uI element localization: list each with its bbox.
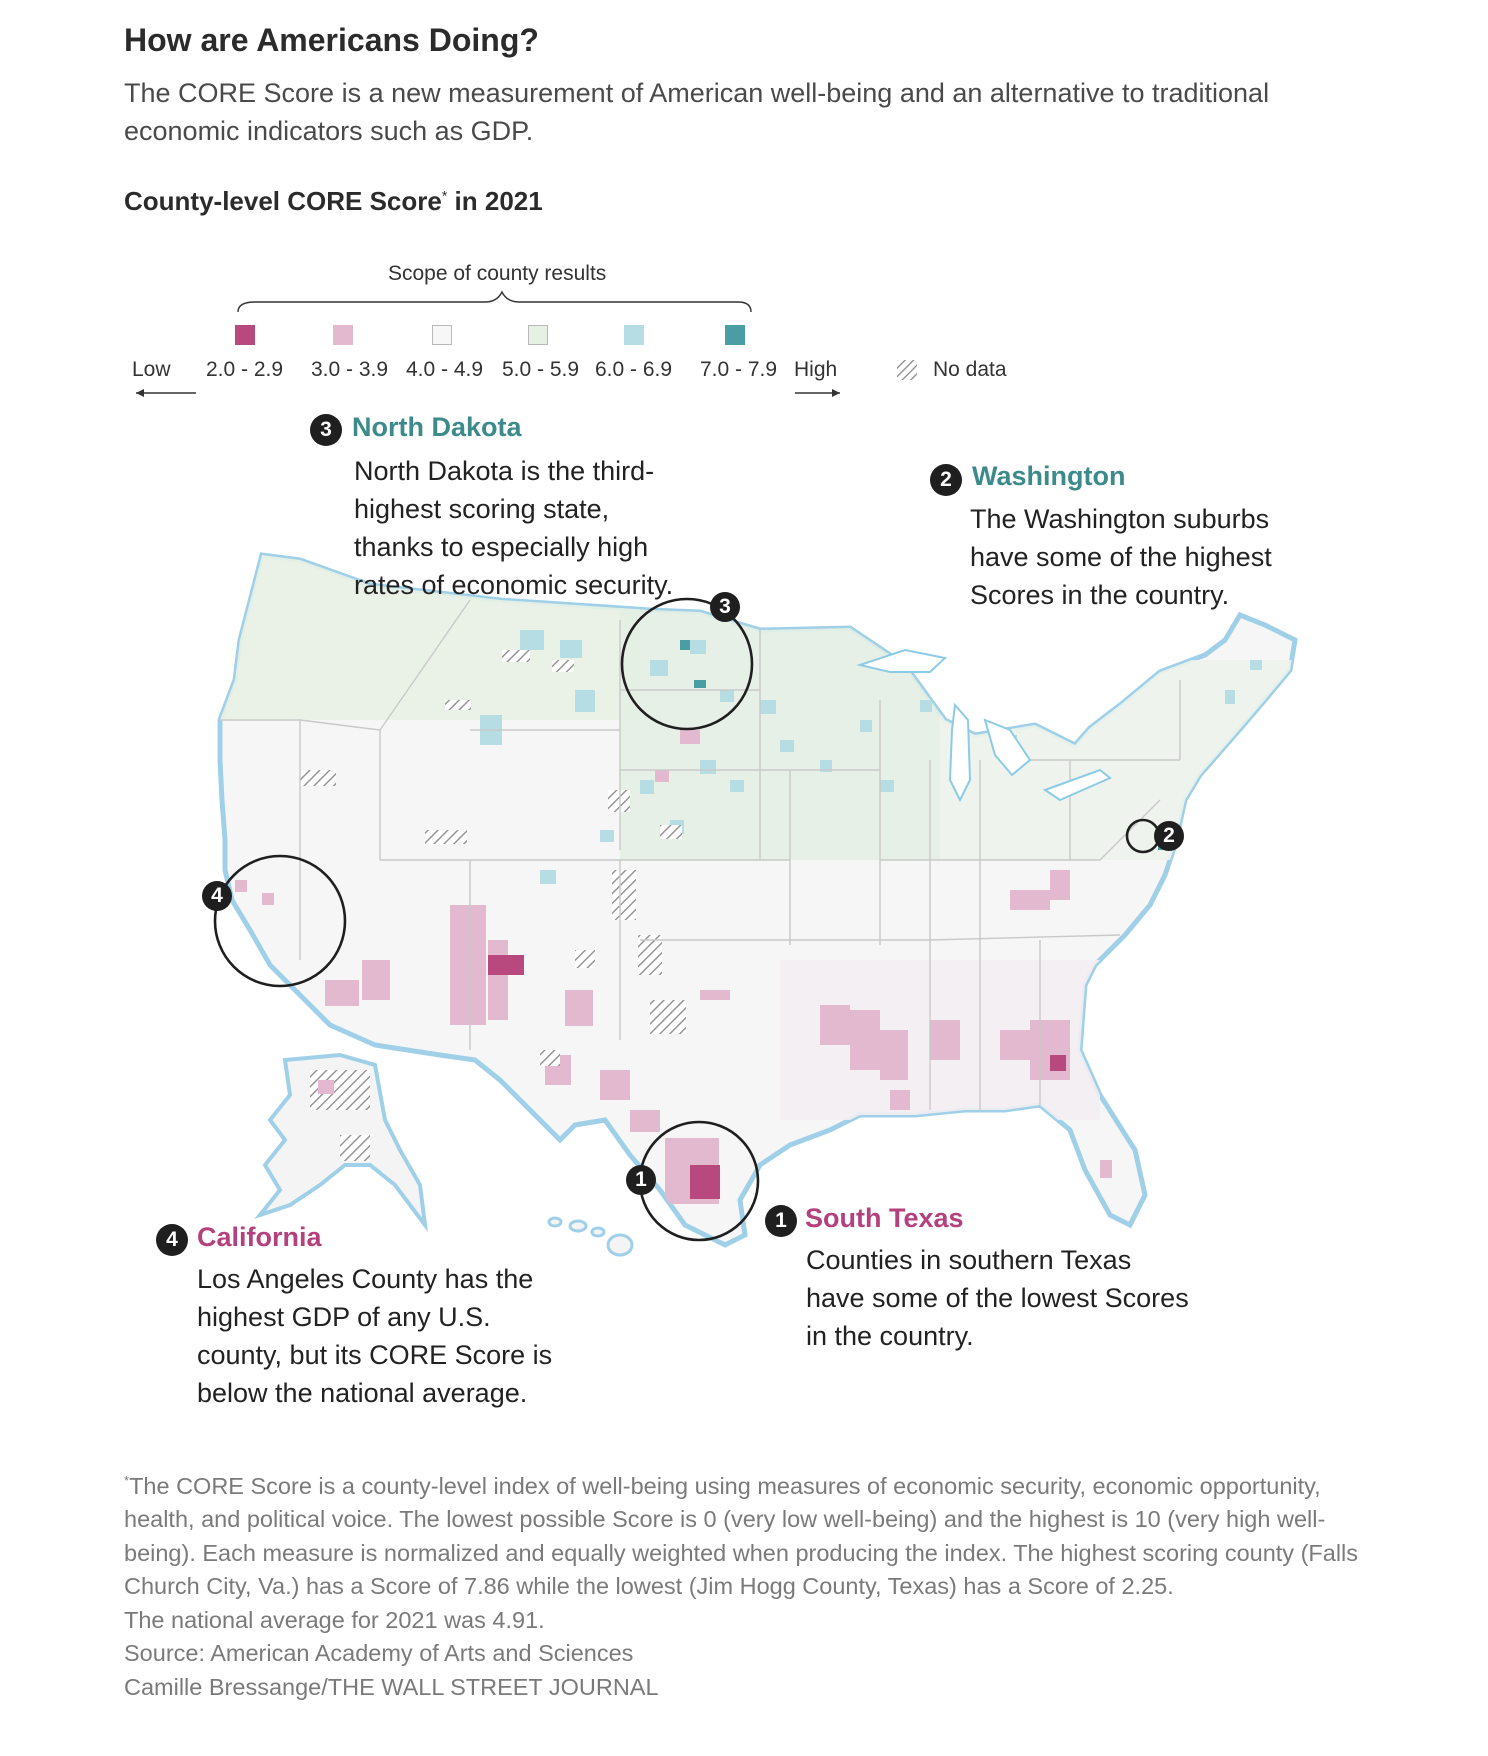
annotation-line: county, but its CORE Score is [197,1340,553,1370]
map-marker-4: 4 [202,881,232,911]
footnote: *The CORE Score is a county-level index … [124,1464,1374,1704]
hawaii-island-2 [568,1219,588,1233]
legend-swatch [432,325,452,345]
chart-title: How are Americans Doing? [124,22,539,58]
annotation-line: have some of the highest [970,542,1272,572]
legend-no-data-label: No data [933,358,1007,381]
nd-highlight-circle [620,597,754,731]
annotation-line: rates of economic security. [354,570,674,600]
annotation-line: below the national average. [197,1378,528,1408]
hawaii-island-1 [547,1216,563,1228]
legend-swatch [725,325,745,345]
legend-swatch [333,325,353,345]
map-marker-1: 1 [626,1165,656,1195]
legend-bin-label: 7.0 - 7.9 [700,358,778,381]
footnote-source: Source: American Academy of Arts and Sci… [124,1640,634,1667]
legend-bin-label: 4.0 - 4.9 [406,358,484,381]
annotation-california-body: Los Angeles County has the highest GDP o… [197,1260,552,1412]
footnote-definition: *The CORE Score is a county-level index … [124,1464,1374,1604]
map-title-suffix: in 2021 [447,186,543,216]
footnote-credit: Camille Bressange/THE WALL STREET JOURNA… [124,1673,659,1700]
annotation-line: thanks to especially high [354,532,649,562]
legend-heading: Scope of county results [388,262,607,285]
annotation-line: Los Angeles County has the [197,1264,534,1294]
annotation-washington-heading: Washington [972,461,1126,491]
hawaii-island-4 [606,1233,634,1257]
annotation-north-dakota-number: 3 [310,414,342,446]
annotation-line: Counties in southern Texas [806,1245,1132,1275]
legend-bin-label: 5.0 - 5.9 [502,358,580,381]
annotation-california-heading: California [197,1222,322,1252]
legend-swatch [624,325,644,345]
annotation-washington-number: 2 [930,464,962,496]
annotation-line: Scores in the country. [970,580,1230,610]
map-marker-2: 2 [1154,821,1184,851]
annotation-california-number: 4 [156,1224,188,1256]
annotation-line: in the country. [806,1321,974,1351]
map-title-main: County-level CORE Score [124,186,442,216]
annotation-washington-body: The Washington suburbs have some of the … [970,500,1272,614]
legend-swatch [528,325,548,345]
legend-bin-label: 3.0 - 3.9 [311,358,389,381]
legend-swatch [235,325,255,345]
annotation-north-dakota-body: North Dakota is the third- highest scori… [354,452,673,604]
map-title: County-level CORE Score* in 2021 [124,186,543,217]
annotation-line: highest GDP of any U.S. [197,1302,491,1332]
legend-bin-label: 2.0 - 2.9 [206,358,284,381]
chart-subtitle: The CORE Score is a new measurement of A… [124,78,1270,146]
map-title-marker: * [441,187,448,204]
footnote-marker: * [124,1473,130,1488]
legend-high-label: High [794,358,838,381]
annotation-south-texas-number: 1 [765,1205,797,1237]
footnote-average: The national average for 2021 was 4.91. [124,1606,545,1633]
annotation-line: highest scoring state, [354,494,610,524]
annotation-south-texas-body: Counties in southern Texas have some of … [806,1241,1189,1355]
legend-low-label: Low [132,358,171,381]
annotation-south-texas-heading: South Texas [805,1203,964,1233]
legend-bin-label: 6.0 - 6.9 [595,358,673,381]
hawaii-island-3 [590,1226,606,1238]
lake-erie [1042,768,1112,802]
lake-superior [856,648,948,673]
lake-huron [983,718,1032,777]
ca-highlight-circle [213,854,347,988]
annotation-line: have some of the lowest Scores [806,1283,1189,1313]
lake-michigan [948,702,972,803]
annotation-line: The Washington suburbs [970,504,1270,534]
footnote-text: The CORE Score is a county-level index o… [124,1472,1359,1600]
map-marker-3: 3 [710,592,740,622]
annotation-line: North Dakota is the third- [354,456,655,486]
annotation-north-dakota-heading: North Dakota [352,412,522,442]
